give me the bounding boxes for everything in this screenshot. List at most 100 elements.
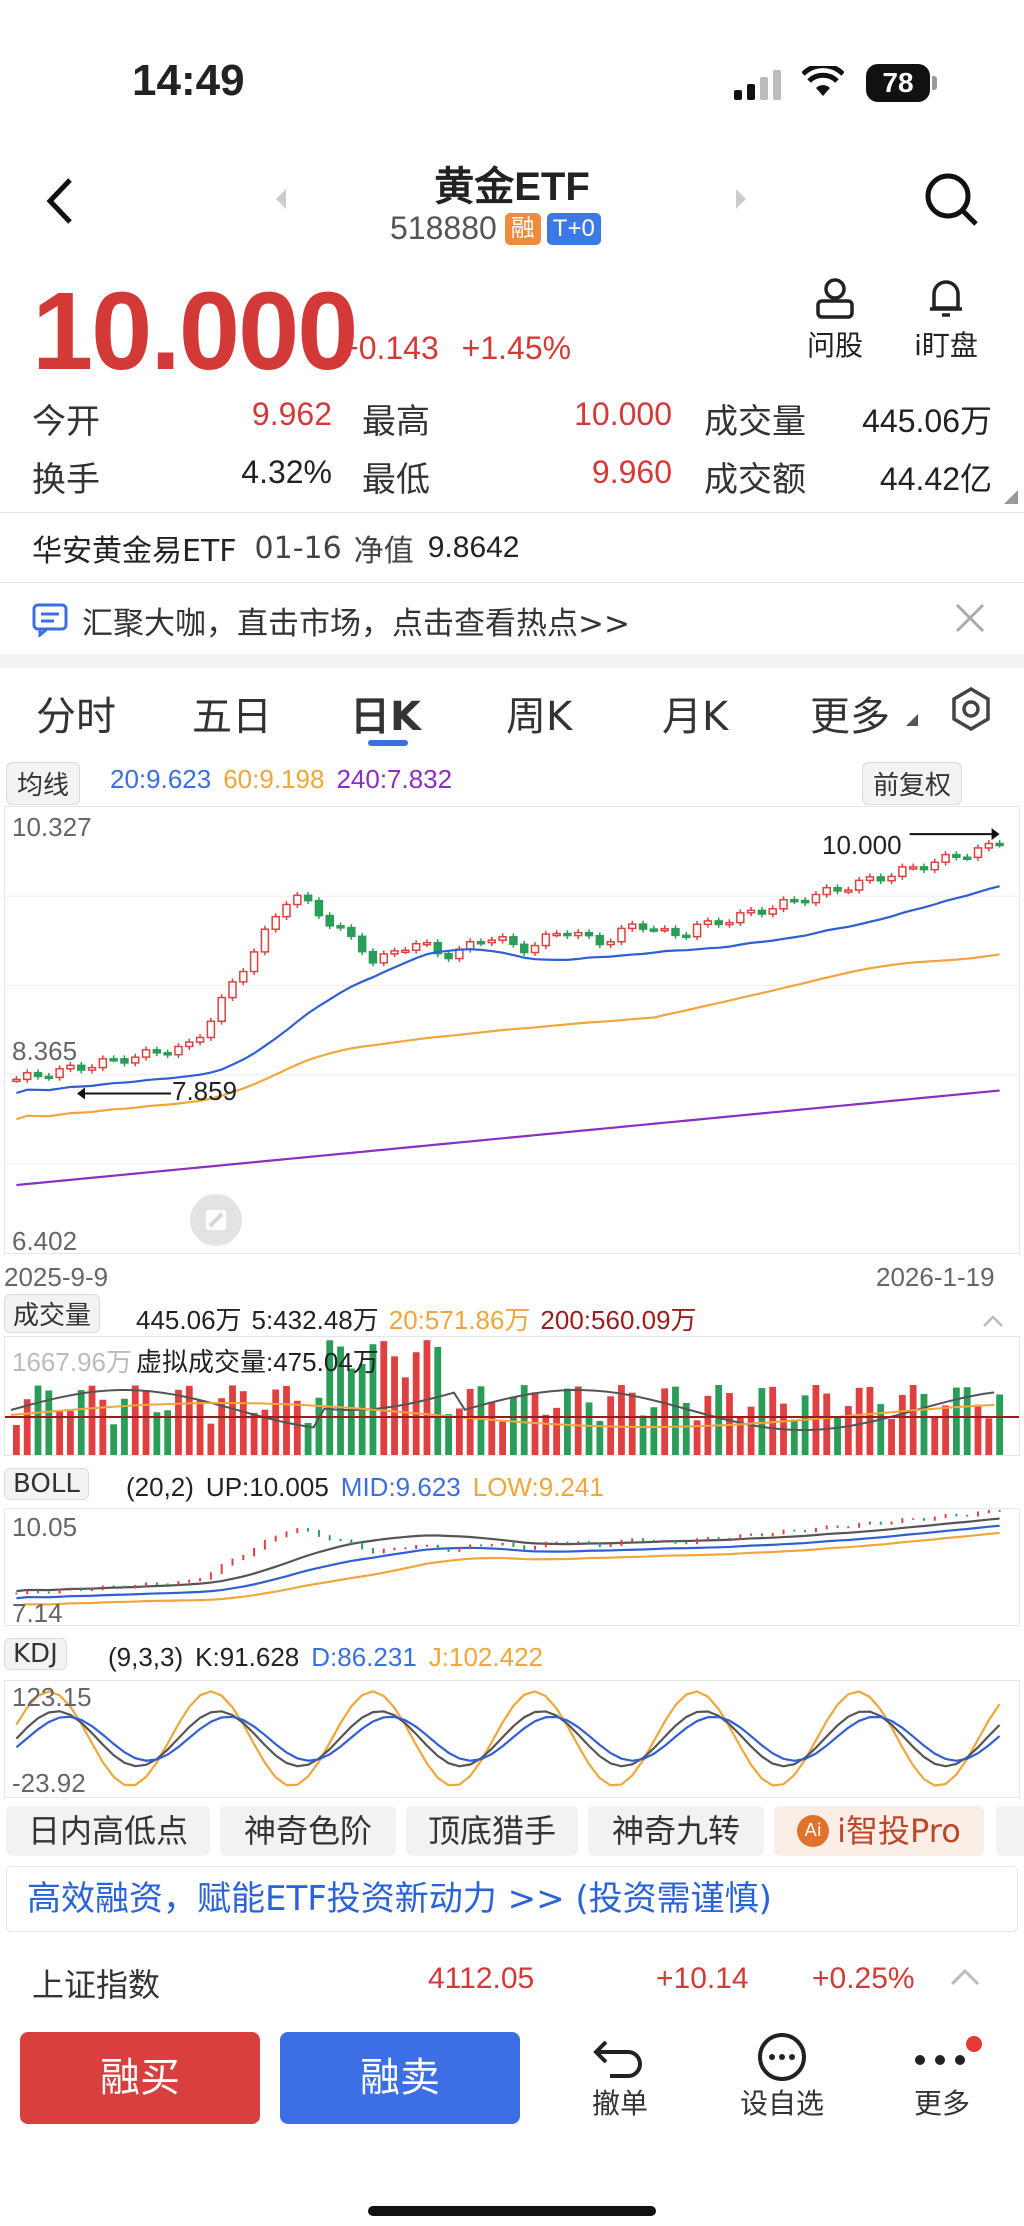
- tab-more-caret-icon: [906, 714, 918, 726]
- candle: [595, 934, 605, 946]
- candle: [930, 861, 940, 871]
- candle: [887, 875, 896, 882]
- home-indicator: [368, 2206, 656, 2216]
- volume-bar: [347, 1368, 355, 1455]
- index-pct: +0.25%: [812, 1962, 915, 1995]
- boll-params: (20,2): [126, 1472, 194, 1502]
- hot-banner[interactable]: 汇聚大咖，直击市场，点击查看热点>>: [32, 596, 630, 644]
- vol-max-label: 1667.96万: [12, 1347, 132, 1377]
- add-watchlist-button[interactable]: 设自选: [722, 2032, 842, 2122]
- cancel-order-button[interactable]: 撤单: [560, 2032, 680, 2122]
- volume-bar: [466, 1388, 474, 1455]
- candle: [876, 876, 885, 882]
- promo-banner[interactable]: 高效融资，赋能ETF投资新动力 >> (投资需谨慎): [6, 1866, 1018, 1932]
- back-icon[interactable]: [44, 176, 74, 226]
- volume-bar: [477, 1386, 485, 1455]
- volume-bar: [974, 1404, 982, 1455]
- wifi-icon: [802, 66, 844, 98]
- volume-bar: [834, 1416, 841, 1455]
- k-max-label: 10.000: [822, 830, 902, 860]
- vol-ma5-line: [10, 1389, 995, 1431]
- banner-text: 汇聚大咖，直击市场，点击查看热点>>: [82, 605, 630, 642]
- boll-selector[interactable]: BOLL: [4, 1468, 89, 1500]
- volume-bar: [218, 1398, 226, 1455]
- stat-turnover-value: 4.32%: [241, 454, 332, 490]
- tab-five-day[interactable]: 五日: [192, 694, 272, 740]
- search-icon[interactable]: [924, 172, 980, 228]
- adjust-selector[interactable]: 前复权: [862, 762, 963, 805]
- close-icon[interactable]: [954, 602, 986, 634]
- stock-code: 518880: [390, 210, 497, 246]
- add-watchlist-label: 设自选: [739, 2087, 824, 2120]
- volume-chart: [4, 1336, 1020, 1456]
- tool-overflow[interactable]: [996, 1806, 1024, 1856]
- index-name[interactable]: 上证指数: [32, 1966, 161, 2004]
- kdj-j-line: [15, 1690, 1001, 1787]
- candle: [822, 886, 831, 896]
- tool-nine-turn[interactable]: 神奇九转: [588, 1806, 764, 1856]
- k-y-mid: 8.365: [12, 1036, 78, 1066]
- stat-amount-value: 44.42亿: [879, 461, 992, 497]
- volume-selector[interactable]: 成交量: [4, 1294, 101, 1333]
- margin-sell-button[interactable]: 融卖: [280, 2032, 520, 2124]
- tab-intraday[interactable]: 分时: [36, 694, 116, 740]
- volume-bar: [672, 1386, 679, 1455]
- tab-daily-k[interactable]: 日K: [350, 694, 421, 740]
- candle: [152, 1049, 162, 1054]
- tool-ai-pro[interactable]: Ai i智投Pro: [774, 1806, 984, 1856]
- candle: [703, 920, 713, 926]
- volume-bar: [952, 1387, 960, 1455]
- candle: [498, 936, 507, 941]
- boll-chart: [4, 1508, 1020, 1626]
- nav-date: 01-16: [254, 530, 342, 566]
- volume-bar: [283, 1385, 290, 1455]
- kline-chart[interactable]: [4, 806, 1020, 1254]
- candle: [228, 981, 237, 999]
- tab-monthly-k[interactable]: 月K: [662, 694, 729, 740]
- tool-color-scale[interactable]: 神奇色阶: [220, 1806, 396, 1856]
- volume-bar: [758, 1388, 766, 1455]
- candle: [573, 931, 583, 937]
- candle: [606, 941, 615, 946]
- stock-title: 黄金ETF: [434, 165, 590, 209]
- prev-stock-icon[interactable]: [274, 188, 288, 210]
- volume-bar: [175, 1389, 182, 1455]
- volume-bar: [110, 1424, 118, 1455]
- kdj-selector[interactable]: KDJ: [4, 1638, 67, 1670]
- candle: [120, 1058, 129, 1064]
- candle: [854, 879, 864, 891]
- collapse-icon[interactable]: [982, 1314, 1004, 1328]
- nav-row[interactable]: 华安黄金易ETF 01-16 净值 9.8642: [32, 526, 520, 570]
- candle: [563, 932, 572, 937]
- tab-more[interactable]: 更多: [810, 694, 890, 740]
- next-stock-icon[interactable]: [734, 188, 748, 210]
- tab-weekly-k[interactable]: 周K: [506, 694, 573, 740]
- kdj-d-line: [15, 1715, 1001, 1762]
- candle: [98, 1058, 108, 1069]
- more-button[interactable]: 更多: [882, 2032, 1002, 2122]
- vol-current: 445.06万: [136, 1305, 242, 1335]
- volume-bar: [13, 1425, 20, 1455]
- candle: [239, 970, 248, 983]
- draw-tool-icon[interactable]: [190, 1194, 242, 1246]
- margin-buy-button[interactable]: 融买: [20, 2032, 260, 2124]
- expand-corner-icon[interactable]: [1004, 490, 1018, 504]
- watch-button[interactable]: i盯盘: [906, 276, 986, 364]
- candle: [347, 926, 356, 938]
- cancel-order-label: 撤单: [591, 2087, 648, 2120]
- tool-intraday-hilo[interactable]: 日内高低点: [6, 1806, 210, 1856]
- candle: [12, 1078, 21, 1083]
- ask-stock-button[interactable]: 问股: [800, 276, 870, 364]
- volume-bar: [812, 1385, 820, 1455]
- volume-bar: [131, 1385, 139, 1455]
- kdj-values: (9,3,3) K:91.628 D:86.231 J:102.422: [108, 1642, 543, 1673]
- candle: [411, 942, 421, 952]
- volume-bar: [996, 1394, 1003, 1455]
- volume-bar: [844, 1406, 852, 1455]
- index-expand-icon[interactable]: [950, 1968, 980, 1986]
- candle: [768, 908, 777, 915]
- candle: [530, 944, 540, 954]
- tool-top-bottom[interactable]: 顶底猎手: [406, 1806, 578, 1856]
- settings-icon[interactable]: [948, 686, 994, 732]
- ma-selector[interactable]: 均线: [6, 762, 81, 805]
